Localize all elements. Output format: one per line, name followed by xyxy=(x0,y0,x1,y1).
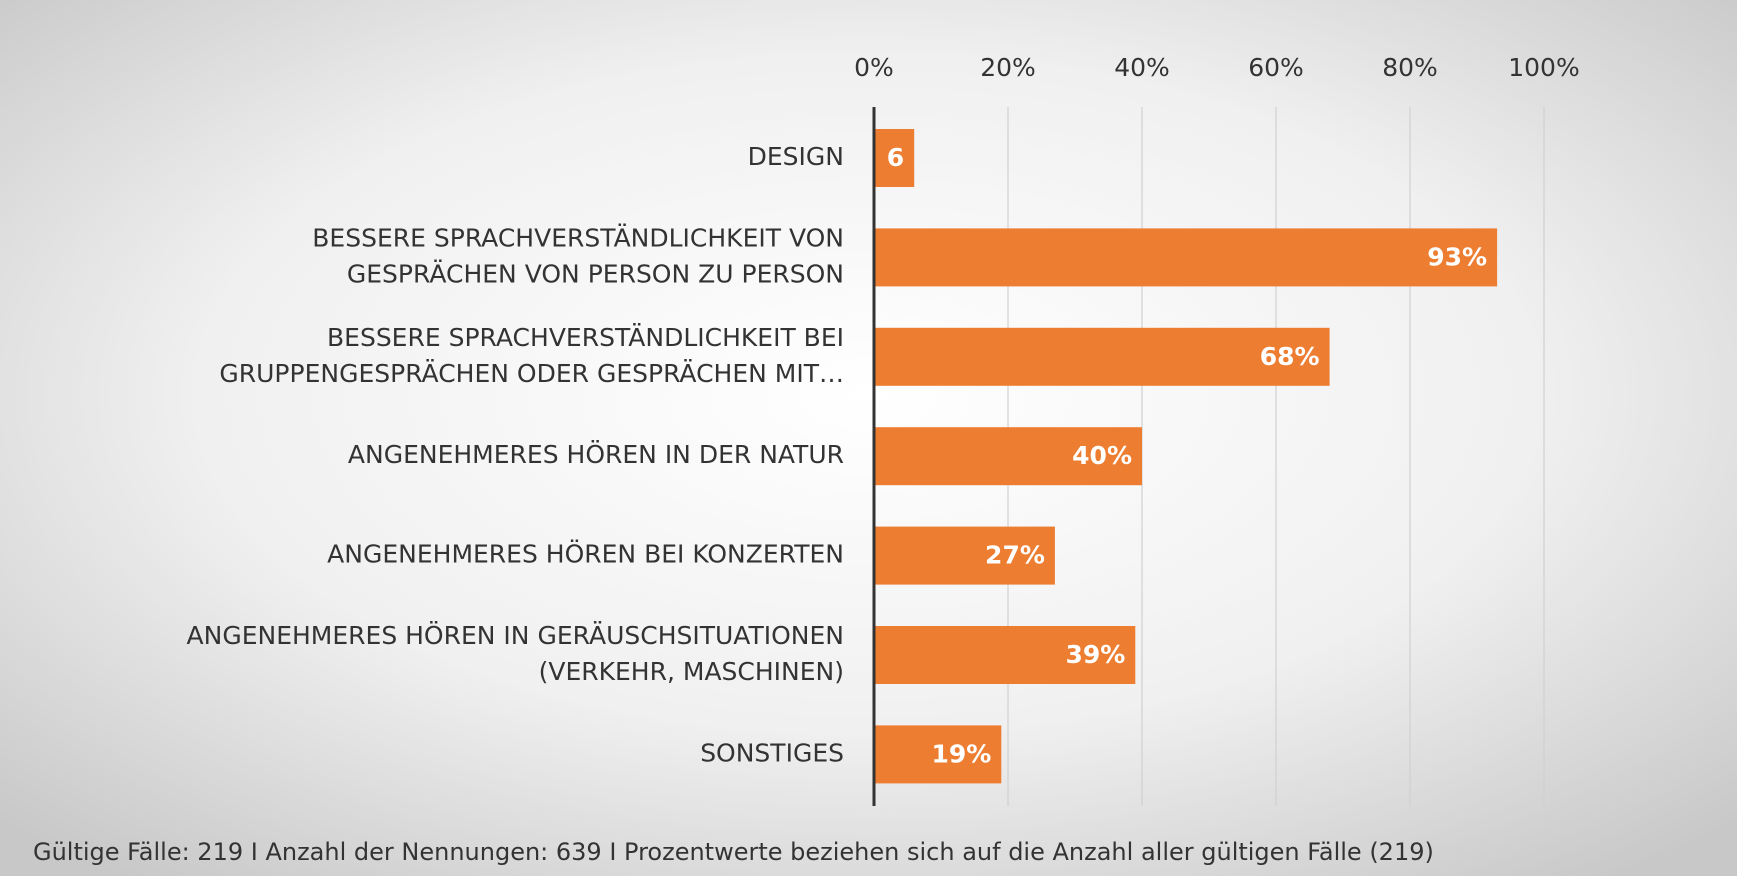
data-label: 19% xyxy=(931,739,991,768)
bar xyxy=(874,725,1002,784)
x-tick-label: 40% xyxy=(1114,53,1170,82)
y-tick-label: ANGENEHMERES HÖREN IN GERÄUSCHSITUATIONE… xyxy=(187,621,844,650)
data-label: 6 xyxy=(887,143,904,172)
data-label: 39% xyxy=(1065,640,1125,669)
y-tick-label: BESSERE SPRACHVERSTÄNDLICHKEIT BEI xyxy=(327,323,844,352)
x-tick-label: 60% xyxy=(1248,53,1304,82)
y-tick-label: ANGENEHMERES HÖREN BEI KONZERTEN xyxy=(327,540,844,569)
bar xyxy=(874,427,1142,486)
y-tick-label: GESPRÄCHEN VON PERSON ZU PERSON xyxy=(347,259,844,288)
y-tick-label: (VERKEHR, MASCHINEN) xyxy=(539,657,844,686)
y-tick-label: ANGENEHMERES HÖREN IN DER NATUR xyxy=(348,440,844,469)
bar xyxy=(874,626,1136,684)
y-tick-label: DESIGN xyxy=(748,142,844,171)
x-tick-label: 0% xyxy=(854,53,894,82)
y-tick-label: SONSTIGES xyxy=(700,738,844,767)
x-tick-label: 80% xyxy=(1382,53,1438,82)
data-label: 93% xyxy=(1427,242,1487,271)
x-tick-label: 100% xyxy=(1508,53,1579,82)
bar xyxy=(874,327,1330,386)
bar xyxy=(874,526,1055,585)
data-label: 40% xyxy=(1072,441,1132,470)
data-label: 27% xyxy=(985,541,1045,570)
bar xyxy=(874,228,1498,287)
bar xyxy=(874,129,915,187)
data-label: 68% xyxy=(1260,342,1320,371)
y-tick-label: BESSERE SPRACHVERSTÄNDLICHKEIT VON xyxy=(312,223,844,252)
x-tick-label: 20% xyxy=(980,53,1036,82)
y-tick-label: GRUPPENGESPRÄCHEN ODER GESPRÄCHEN MIT… xyxy=(219,359,844,388)
footnote: Gültige Fälle: 219 I Anzahl der Nennunge… xyxy=(33,838,1434,866)
